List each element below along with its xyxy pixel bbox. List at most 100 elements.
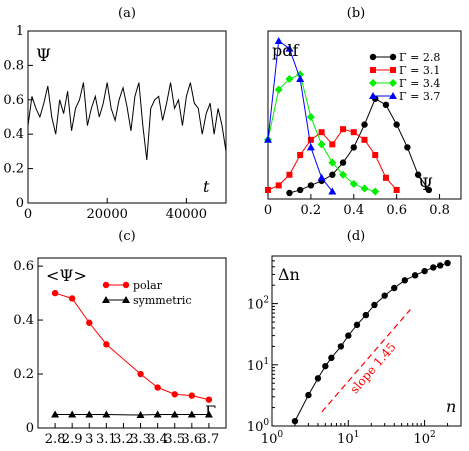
panel-b-point bbox=[296, 186, 304, 194]
panel-c-ytick-label: 0 bbox=[26, 421, 34, 436]
panel-b-point bbox=[317, 140, 326, 149]
panel-b-point bbox=[361, 136, 368, 143]
panel-d-point bbox=[444, 259, 451, 267]
panel-c-xtick-label: 3.4 bbox=[147, 432, 168, 447]
panel-c-legend-marker bbox=[102, 281, 110, 289]
panel-b-point bbox=[306, 113, 315, 121]
panel-d-point bbox=[391, 284, 398, 292]
panel-d-point bbox=[411, 272, 419, 279]
panel-b-point bbox=[382, 174, 389, 181]
panel-d-slope-line bbox=[321, 309, 411, 413]
panel-d-point bbox=[291, 417, 299, 425]
panel-b-point bbox=[339, 159, 347, 166]
panel-c-xtick-label: 3.7 bbox=[199, 432, 220, 447]
panel-d-point bbox=[314, 375, 322, 382]
panel-c-legend-marker bbox=[102, 296, 110, 303]
panel-c-xtick-label: 3 bbox=[85, 432, 93, 447]
panel-c-xtick-label: 3.5 bbox=[164, 432, 185, 447]
panel-a-xtick-label: 40000 bbox=[166, 207, 207, 222]
panel-b-legend-marker bbox=[369, 79, 377, 87]
panel-d-point bbox=[371, 301, 378, 309]
panel-b-series-line bbox=[267, 40, 333, 192]
panel-b-legend-marker bbox=[389, 79, 397, 87]
panel-a-series-line bbox=[27, 82, 227, 161]
panel-c-point bbox=[154, 384, 161, 391]
panel-a-ytick-label: 1 bbox=[16, 24, 24, 39]
panel-c-point bbox=[51, 289, 59, 297]
panel-c-xtick-label: 3.2 bbox=[113, 432, 134, 447]
panel-d-slope-annotation: slope 1.45 bbox=[347, 340, 398, 396]
panel-b-legend-marker bbox=[390, 67, 396, 73]
panel-d-point bbox=[362, 311, 370, 319]
panel-b-legend-label: Γ = 3.4 bbox=[399, 77, 440, 90]
panel-c-point bbox=[204, 410, 213, 418]
panel-c-point bbox=[68, 295, 76, 302]
panel-b-point bbox=[307, 136, 314, 143]
panel-c-series-line bbox=[55, 414, 209, 416]
panel-c-point bbox=[51, 410, 60, 418]
panel-c-point bbox=[187, 410, 196, 418]
panel-a-ytick-label: 0.6 bbox=[3, 93, 24, 108]
panel-b-ylabel: pdf bbox=[272, 41, 299, 60]
panel-c-series-line bbox=[54, 292, 210, 401]
panel-a-frame bbox=[27, 30, 227, 204]
panel-c-point bbox=[170, 410, 179, 418]
panel-b-point bbox=[393, 186, 400, 193]
panel-b-point bbox=[286, 189, 293, 197]
panel-b-point bbox=[264, 135, 272, 143]
panel-b-point bbox=[372, 152, 379, 158]
panel-d-point bbox=[322, 362, 329, 370]
panel-d-ytick-label: 101 bbox=[247, 357, 269, 374]
panel-d-point bbox=[401, 277, 408, 284]
panel-b: (b) 0 0.2 0.4 0.6 0.8 pdf Ψ Γ = 2.8Γ = 3.1Γ … bbox=[264, 6, 462, 218]
panel-a-ytick-label: 0.8 bbox=[3, 58, 24, 73]
panel-b-legend-marker bbox=[389, 92, 397, 99]
panel-c-point bbox=[103, 341, 110, 348]
panel-d: (d) 100 101 102 100 101 102 Δn n slope 1.45 bbox=[247, 229, 462, 447]
panel-d-point bbox=[430, 264, 437, 271]
panel-a-label: (a) bbox=[118, 6, 136, 21]
panel-c-xtick-label: 3.6 bbox=[181, 432, 202, 447]
panel-d-point bbox=[328, 354, 335, 362]
panel-b-point bbox=[414, 171, 422, 178]
panel-c-point bbox=[85, 410, 94, 418]
panel-b-point bbox=[339, 170, 348, 179]
panel-c-legend-marker bbox=[122, 296, 130, 303]
panel-d-point bbox=[345, 332, 352, 339]
panel-c-ylabel: <Ψ> bbox=[46, 266, 87, 285]
panel-b-xtick-label: 0 bbox=[264, 203, 272, 218]
panel-b-point bbox=[371, 187, 380, 196]
panel-b-point bbox=[340, 126, 347, 133]
panel-b-point bbox=[317, 173, 326, 181]
panel-a-xtick-label: 20000 bbox=[87, 207, 128, 222]
panel-d-ylabel: Δn bbox=[278, 265, 300, 284]
panel-b-xlabel: Ψ bbox=[418, 175, 433, 195]
panel-d-point bbox=[436, 262, 444, 269]
panel-a-ytick-label: 0 bbox=[16, 196, 24, 211]
panel-b-point bbox=[265, 186, 271, 193]
panel-d-point bbox=[421, 267, 428, 275]
panel-b-point bbox=[329, 141, 336, 148]
panel-b-frame bbox=[267, 30, 462, 200]
panel-b-point bbox=[404, 144, 411, 151]
panel-b-point bbox=[350, 144, 357, 151]
panel-a-xlabel: t bbox=[203, 177, 210, 196]
panel-c-ytick-label: 0.2 bbox=[13, 367, 34, 382]
panel-b-point bbox=[275, 182, 282, 189]
panel-b-point bbox=[297, 152, 304, 158]
panel-c-point bbox=[86, 319, 93, 326]
panel-d-ytick-label: 102 bbox=[247, 296, 269, 313]
panel-b-legend-label: Γ = 2.8 bbox=[399, 51, 440, 64]
panel-c-frame bbox=[37, 257, 227, 429]
panel-c-xlabel: Γ bbox=[205, 402, 216, 421]
panel-c-point bbox=[102, 410, 111, 418]
panel-d-point bbox=[305, 391, 312, 399]
panel-c-legend-marker bbox=[122, 281, 130, 289]
panel-b-xtick-label: 0.4 bbox=[343, 203, 364, 218]
panel-b-point bbox=[274, 85, 283, 94]
panel-b-point bbox=[328, 158, 337, 167]
panel-b-point bbox=[361, 121, 368, 128]
panel-b-point bbox=[329, 171, 336, 178]
panel-b-point bbox=[286, 171, 293, 178]
